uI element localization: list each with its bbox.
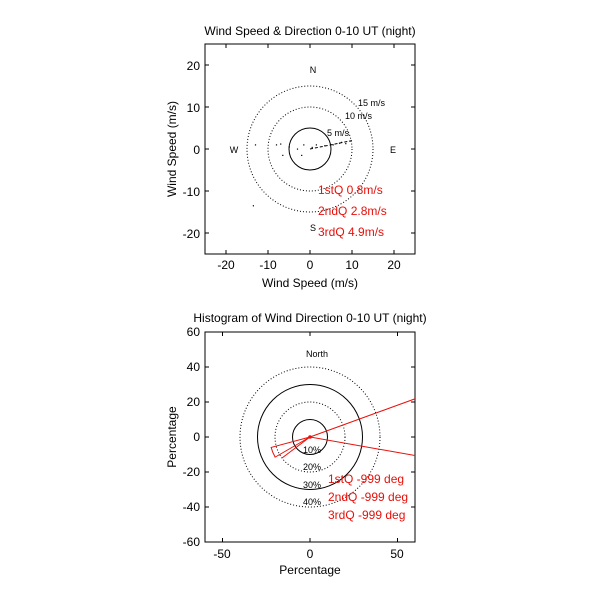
- chart1-ytick-label: -20: [183, 227, 201, 241]
- wind-direction-rose-chart: Histogram of Wind Direction 0-10 UT (nig…: [165, 311, 427, 577]
- chart1-ring-5: [288, 127, 332, 171]
- chart1-point: [252, 205, 254, 207]
- chart2-ring-label-40: 40%: [303, 497, 321, 507]
- chart2-ring-20: [274, 401, 346, 473]
- chart1-stat-q2: 2ndQ 2.8m/s: [318, 204, 387, 218]
- chart2-ring-label-30: 30%: [303, 480, 321, 490]
- chart1-ytick-label: 20: [187, 59, 201, 73]
- compass-east-label: E: [390, 145, 396, 155]
- chart1-point: [282, 154, 284, 156]
- chart2-stat-q3: 3rdQ -999 deg: [328, 508, 405, 522]
- chart2-ring-30: [257, 384, 363, 490]
- wind-speed-scatter-chart: Wind Speed & Direction 0-10 UT (night) -…: [165, 24, 416, 290]
- chart2-ytick-label: 40: [187, 360, 201, 374]
- chart1-point: [345, 143, 347, 145]
- chart1-stat-q1: 1stQ 0.8m/s: [318, 183, 383, 197]
- chart1-ytick-label: 0: [193, 143, 200, 157]
- chart1-ytick-label: 10: [187, 101, 201, 115]
- chart1-point: [332, 144, 334, 146]
- chart2-ring-10: [292, 419, 328, 455]
- chart1-y-tick-labels: 20 10 0 -10 -20: [183, 59, 201, 241]
- chart1-point: [254, 144, 257, 146]
- chart1-ring-label-10: 10 m/s: [345, 111, 373, 121]
- chart1-point: [301, 154, 303, 156]
- chart1-ring-10: [267, 106, 353, 192]
- chart2-ring-label-10: 10%: [303, 445, 321, 455]
- chart1-title: Wind Speed & Direction 0-10 UT (night): [204, 24, 415, 38]
- chart2-ytick-label: -20: [183, 465, 201, 479]
- compass-south-label: S: [310, 223, 316, 233]
- chart2-mean-vector: [281, 436, 311, 459]
- chart1-ytick-label: -10: [183, 185, 201, 199]
- chart2-ticks: [205, 331, 415, 543]
- chart2-xlabel: Percentage: [279, 563, 341, 577]
- chart1-point: [315, 144, 317, 146]
- chart2-y-tick-labels: 60 40 20 0 -20 -40 -60: [183, 325, 201, 549]
- chart2-ring-label-20: 20%: [303, 462, 321, 472]
- compass-west-label: W: [230, 145, 239, 155]
- chart1-stat-q3: 3rdQ 4.9m/s: [318, 225, 384, 239]
- chart2-xtick-label: 0: [307, 547, 314, 561]
- chart2-ring-40: [239, 366, 381, 508]
- chart1-rings: [246, 85, 374, 213]
- chart1-xtick-label: 20: [387, 258, 401, 272]
- chart1-ring-15: [246, 85, 374, 213]
- chart1-xlabel: Wind Speed (m/s): [262, 276, 358, 290]
- chart1-x-tick-labels: -20 -10 0 10 20: [217, 258, 401, 272]
- chart1-point: [280, 143, 282, 145]
- chart1-ylabel: Wind Speed (m/s): [165, 101, 179, 197]
- chart1-ring-label-15: 15 m/s: [358, 98, 386, 108]
- chart2-x-tick-labels: -50 0 50: [213, 547, 404, 561]
- chart1-xtick-label: 10: [345, 258, 359, 272]
- chart1-mean-vector: [309, 140, 353, 150]
- chart1-ring-label-5: 5 m/s: [327, 128, 350, 138]
- chart2-xtick-label: 50: [390, 547, 404, 561]
- chart1-point: [296, 148, 299, 150]
- chart1-ticks: [205, 44, 415, 254]
- chart2-stat-q1: 1stQ -999 deg: [328, 472, 404, 486]
- chart2-rings: [239, 366, 381, 508]
- chart2-ytick-label: 60: [187, 325, 201, 339]
- chart1-xtick-label: -20: [217, 258, 235, 272]
- compass-north-label: N: [310, 65, 317, 75]
- chart2-ylabel: Percentage: [165, 406, 179, 468]
- chart2-ytick-label: 20: [187, 395, 201, 409]
- chart1-xtick-label: -10: [259, 258, 277, 272]
- chart2-title: Histogram of Wind Direction 0-10 UT (nig…: [193, 311, 426, 325]
- chart1-point: [275, 144, 278, 146]
- chart1-point: [288, 146, 290, 148]
- chart2-ytick-label: -40: [183, 500, 201, 514]
- chart2-stat-q2: 2ndQ -999 deg: [328, 490, 408, 504]
- chart2-direction-bin: [270, 436, 311, 458]
- chart2-ytick-label: 0: [193, 430, 200, 444]
- chart2-xtick-label: -50: [213, 547, 231, 561]
- chart2-ytick-label: -60: [183, 535, 201, 549]
- chart1-point: [311, 146, 313, 149]
- chart2-north-label: North: [306, 349, 328, 359]
- chart1-point: [303, 144, 305, 146]
- chart1-xtick-label: 0: [307, 258, 314, 272]
